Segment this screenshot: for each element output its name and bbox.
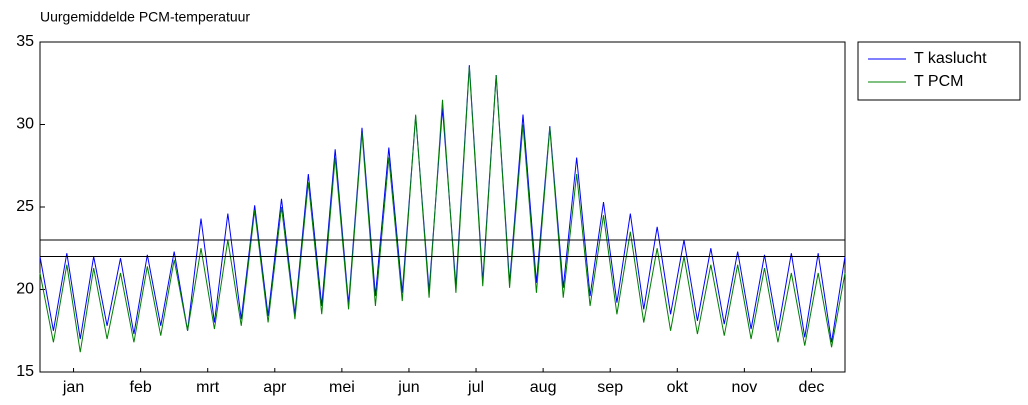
y-tick-label: 15 [16,363,34,380]
x-tick-label: sep [597,379,623,396]
x-tick-label: jul [467,379,484,396]
x-tick-label: mei [329,379,355,396]
y-tick-label: 25 [16,198,34,215]
y-tick-label: 35 [16,33,34,50]
x-tick-label: jan [62,379,84,396]
series-line [39,66,846,353]
x-tick-label: apr [263,379,287,396]
chart-title: Uurgemiddelde PCM-temperatuur [40,9,250,25]
y-tick-label: 20 [16,281,34,298]
x-tick-label: mrt [196,379,220,396]
legend-label: T PCM [914,73,963,90]
x-tick-label: okt [667,379,689,396]
x-tick-label: feb [130,379,152,396]
x-tick-label: dec [799,379,825,396]
y-tick-label: 30 [16,116,34,133]
series-line [39,65,846,343]
legend-box [857,41,1021,101]
x-tick-label: nov [731,379,757,396]
x-tick-label: jun [397,379,419,396]
x-tick-label: aug [530,379,557,396]
legend-label: T kaslucht [914,50,987,67]
